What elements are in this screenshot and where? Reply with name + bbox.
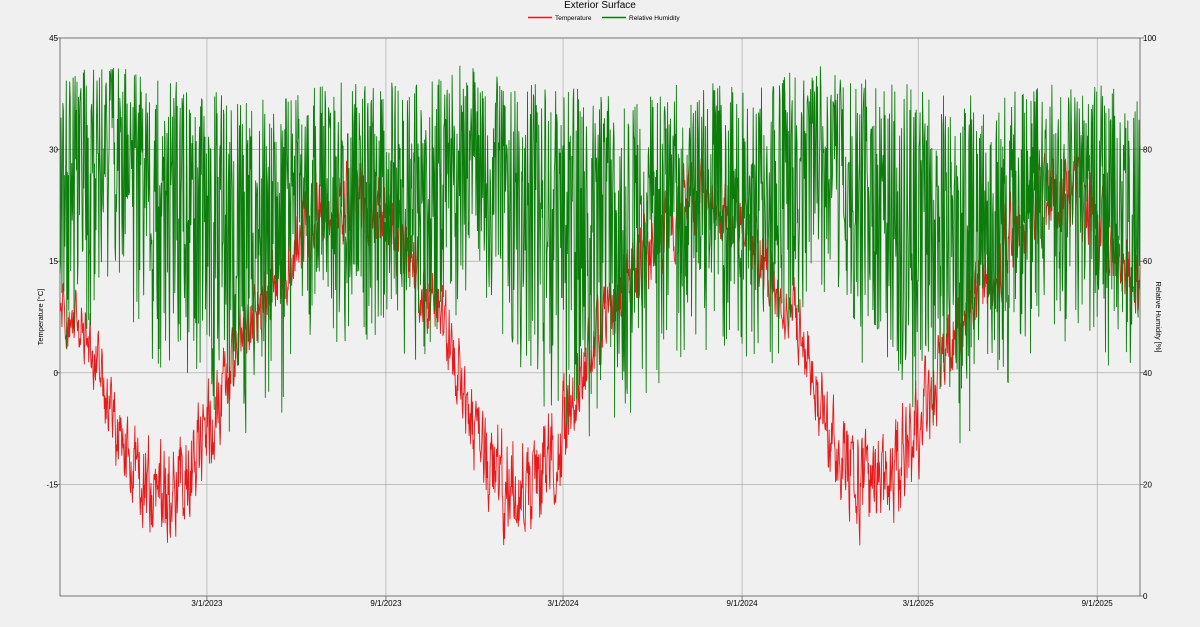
- legend-label-relative-humidity: Relative Humidity: [629, 15, 680, 22]
- right-tick-label: 40: [1143, 369, 1152, 378]
- x-tick-label: 3/1/2024: [547, 599, 579, 608]
- x-tick-label: 3/1/2023: [191, 599, 223, 608]
- x-axis-ticks: 3/1/2023 9/1/2023 3/1/2024 9/1/2024 3/1/2025…: [191, 596, 1113, 608]
- left-axis-ticks: 45 30 15 0 -15: [46, 34, 60, 489]
- x-tick-label: 9/1/2023: [370, 599, 402, 608]
- right-axis-title: Relative Humidity [%]: [1154, 281, 1163, 352]
- series-line-relative-humidity: [59, 65, 1141, 444]
- left-tick-label: 0: [54, 369, 59, 378]
- series-layer: [59, 65, 1141, 546]
- left-axis-title: Temperature [°C]: [36, 289, 45, 346]
- right-axis-ticks: 100 80 60 40 20 0: [1140, 34, 1157, 601]
- left-tick-label: -15: [46, 480, 58, 489]
- right-tick-label: 60: [1143, 257, 1152, 266]
- legend-label-temperature: Temperature: [555, 15, 592, 22]
- right-tick-label: 20: [1143, 480, 1152, 489]
- right-tick-label: 80: [1143, 146, 1152, 155]
- right-tick-label: 0: [1143, 592, 1148, 601]
- legend: Temperature Relative Humidity: [528, 15, 680, 22]
- left-tick-label: 30: [49, 146, 58, 155]
- left-tick-label: 45: [49, 34, 58, 43]
- right-tick-label: 100: [1143, 34, 1157, 43]
- x-tick-label: 3/1/2025: [903, 599, 935, 608]
- x-tick-label: 9/1/2025: [1082, 599, 1114, 608]
- x-tick-label: 9/1/2024: [726, 599, 758, 608]
- left-tick-label: 15: [49, 257, 58, 266]
- chart-title: Exterior Surface: [564, 0, 636, 11]
